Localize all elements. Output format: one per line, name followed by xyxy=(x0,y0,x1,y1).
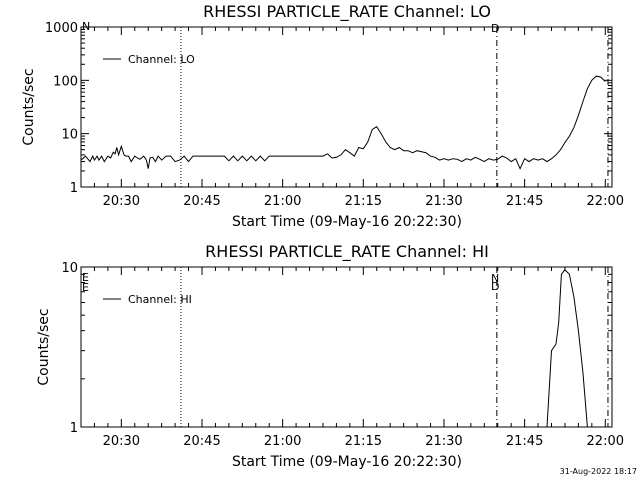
lo-chart-title: RHESSI PARTICLE_RATE Channel: LO xyxy=(203,2,491,22)
hi-marker-annotation-d: D xyxy=(491,280,499,293)
lo-x-tick-label: 21:00 xyxy=(264,194,301,209)
lo-legend-label: Channel: LO xyxy=(128,53,195,66)
lo-channel-panel: RHESSI PARTICLE_RATE Channel: LO Counts/… xyxy=(21,2,624,230)
hi-x-tick-label: 22:00 xyxy=(587,434,624,449)
lo-plot-frame xyxy=(80,26,613,188)
lo-y-tick-label: 1000 xyxy=(45,21,78,36)
hi-marker-annotation-n: N xyxy=(491,272,499,285)
lo-marker-annotation-n: N xyxy=(82,20,90,33)
hi-y-axis-label: Counts/sec xyxy=(36,308,52,385)
hi-marker-annotation-e2: E xyxy=(82,281,89,294)
hi-x-tick-label: 21:45 xyxy=(506,434,543,449)
lo-marker-annotation-d: D xyxy=(491,22,499,35)
lo-y-axis-label: Counts/sec xyxy=(21,68,37,145)
hi-y-tick-label: 1 xyxy=(70,421,78,436)
lo-tick-layer: 20:30 20:45 21:00 21:15 21:30 21:45 22:00 1 10 10… xyxy=(45,21,624,209)
hi-legend-label: Channel: HI xyxy=(128,293,192,306)
hi-marker-lines xyxy=(180,267,609,427)
hi-x-tick-label: 21:15 xyxy=(345,434,382,449)
hi-plot-frame xyxy=(80,266,613,428)
hi-legend: Channel: HI xyxy=(103,293,192,306)
lo-y-tick-label: 100 xyxy=(53,74,78,89)
lo-x-tick-label: 20:30 xyxy=(103,194,140,209)
lo-x-tick-label: 20:45 xyxy=(183,194,220,209)
lo-x-tick-label: 21:30 xyxy=(425,194,462,209)
hi-x-tick-label: 21:00 xyxy=(264,434,301,449)
hi-x-tick-label: 21:30 xyxy=(425,434,462,449)
lo-series-layer xyxy=(80,75,606,170)
lo-x-axis-label: Start Time (09-May-16 20:22:30) xyxy=(232,214,462,230)
hi-series-line-1 xyxy=(546,269,588,428)
hi-channel-panel: RHESSI PARTICLE_RATE Channel: HI Counts/… xyxy=(36,242,624,470)
hi-series-layer xyxy=(546,269,588,428)
lo-x-tick-label: 22:00 xyxy=(587,194,624,209)
lo-marker-lines xyxy=(180,27,609,187)
lo-x-tick-label: 21:15 xyxy=(345,194,382,209)
hi-chart-title: RHESSI PARTICLE_RATE Channel: HI xyxy=(205,242,489,262)
hi-y-tick-label: 10 xyxy=(61,261,78,276)
hi-marker-annotation-e1: E xyxy=(82,271,89,284)
lo-y-tick-label: 1 xyxy=(70,181,78,196)
lo-legend: Channel: LO xyxy=(103,53,195,66)
hi-x-axis-label: Start Time (09-May-16 20:22:30) xyxy=(232,454,462,470)
hi-tick-layer: 20:30 20:45 21:00 21:15 21:30 21:45 22:00 1 10 xyxy=(61,261,624,449)
lo-y-tick-label: 10 xyxy=(61,128,78,143)
lo-series-line-1 xyxy=(80,75,606,170)
footer-timestamp: 31-Aug-2022 18:17 xyxy=(560,467,637,476)
hi-x-tick-label: 20:45 xyxy=(183,434,220,449)
hi-x-tick-label: 20:30 xyxy=(103,434,140,449)
lo-x-tick-label: 21:45 xyxy=(506,194,543,209)
